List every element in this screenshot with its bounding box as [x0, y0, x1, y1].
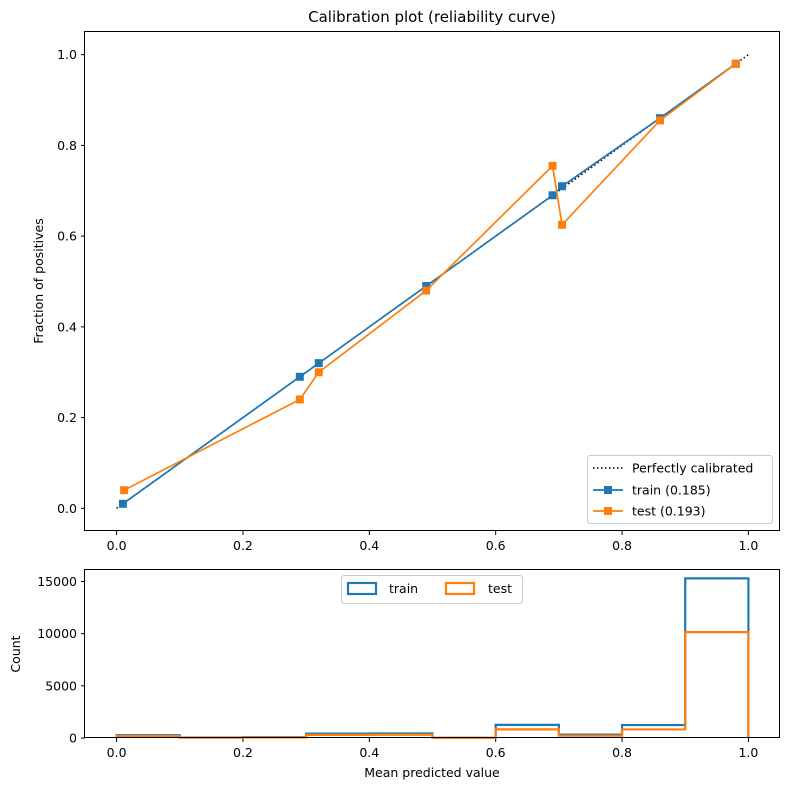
train-point	[314, 359, 323, 368]
train-point	[548, 191, 557, 200]
legend-perfect-label: Perfectly calibrated	[632, 461, 753, 476]
bottom-axis-ticks: 0.0 0.2 0.4 0.6 0.8 1.0 0 5000 10000 15000	[37, 574, 758, 760]
top-y-tick-label: 0.6	[57, 229, 77, 244]
legend-box	[341, 575, 523, 604]
test-point	[295, 395, 304, 404]
histogram-legend: train test	[341, 575, 523, 604]
legend-train-marker	[604, 486, 612, 494]
calibration-plot-area	[116, 54, 749, 509]
bottom-x-axis-label: Mean predicted value	[364, 765, 500, 780]
bottom-x-tick-label: 0.0	[107, 745, 127, 760]
test-point	[120, 486, 129, 495]
test-point	[558, 220, 567, 229]
legend-train-label: train (0.185)	[632, 483, 711, 498]
chart-title: Calibration plot (reliability curve)	[308, 8, 556, 26]
top-axes-frame	[84, 31, 780, 531]
legend-train-label: train	[389, 581, 418, 596]
top-y-axis-label: Fraction of positives	[31, 218, 46, 343]
bottom-y-tick-label: 10000	[37, 626, 77, 641]
bottom-x-tick-label: 0.6	[486, 745, 506, 760]
train-point	[295, 372, 304, 381]
calibration-legend: Perfectly calibrated train (0.185) test …	[587, 455, 773, 524]
test-line	[123, 63, 737, 491]
legend-train-swatch	[346, 581, 378, 596]
bottom-y-tick-label: 15000	[37, 574, 77, 589]
bottom-x-tick-label: 0.4	[359, 745, 379, 760]
legend-test-swatch	[444, 581, 476, 596]
top-x-tick-label: 0.6	[486, 538, 506, 553]
top-x-tick-label: 0.8	[612, 538, 632, 553]
test-point	[655, 116, 664, 125]
legend-box	[587, 455, 773, 524]
top-y-tick-label: 0.2	[57, 410, 77, 425]
bottom-x-tick-label: 0.8	[612, 745, 632, 760]
train-point	[118, 499, 127, 508]
test-point	[731, 59, 740, 68]
train-point	[422, 282, 431, 291]
calibration-panel: Calibration plot (reliability curve) Fra…	[31, 8, 780, 553]
train-point	[558, 182, 567, 191]
top-y-tick-label: 1.0	[57, 47, 77, 62]
test-point	[548, 161, 557, 170]
top-x-tick-label: 0.0	[107, 538, 127, 553]
test-point	[422, 286, 431, 295]
bottom-y-tick-label: 0	[69, 731, 77, 746]
top-axis-ticks: 0.0 0.2 0.4 0.6 0.8 1.0 0.0 0.2 0.4 0.6 0.8 1.0	[57, 47, 758, 553]
bottom-x-tick-label: 1.0	[738, 745, 758, 760]
top-y-tick-label: 0.0	[57, 501, 77, 516]
bottom-x-tick-label: 0.2	[233, 745, 253, 760]
legend-test-marker	[604, 507, 612, 515]
bottom-y-axis-label: Count	[8, 635, 23, 672]
top-x-tick-label: 1.0	[738, 538, 758, 553]
legend-test-label: test (0.193)	[632, 504, 706, 519]
bottom-y-tick-label: 5000	[45, 678, 77, 693]
bottom-axes-frame	[84, 569, 780, 738]
histogram-panel: Count Mean predicted value 0.0 0.2 0.4 0.6 0…	[8, 569, 780, 780]
top-y-tick-label: 0.4	[57, 319, 77, 334]
top-x-tick-label: 0.2	[233, 538, 253, 553]
test-point	[314, 368, 323, 377]
legend-test-label: test	[488, 581, 512, 596]
top-y-tick-label: 0.8	[57, 138, 77, 153]
top-x-tick-label: 0.4	[359, 538, 379, 553]
